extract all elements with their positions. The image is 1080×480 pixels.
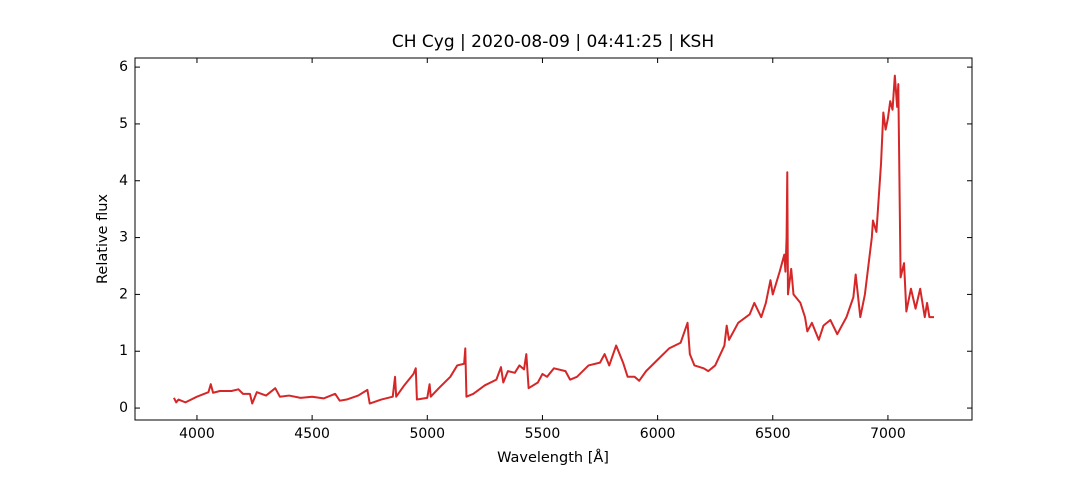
x-tick-label: 5500: [525, 426, 561, 442]
y-tick-label: 4: [119, 173, 128, 189]
x-axis-label: Wavelength [Å]: [497, 449, 609, 466]
spectrum-line: [173, 74, 934, 405]
y-tick-label: 3: [119, 230, 128, 246]
y-tick-label: 6: [119, 59, 128, 75]
x-tick-label: 4000: [179, 426, 215, 442]
x-tick-label: 6000: [640, 426, 676, 442]
plot-frame: [134, 57, 973, 421]
x-tick-label: 5000: [409, 426, 445, 442]
x-tick-label: 4500: [294, 426, 330, 442]
y-tick-label: 1: [119, 343, 128, 359]
y-axis-label: Relative flux: [95, 194, 111, 284]
y-tick-label: 0: [119, 400, 128, 416]
x-tick-label: 6500: [755, 426, 791, 442]
x-tick-label: 7000: [870, 426, 906, 442]
y-tick-label: 5: [119, 116, 128, 132]
y-tick-label: 2: [119, 286, 128, 302]
chart-title: CH Cyg | 2020-08-09 | 04:41:25 | KSH: [392, 32, 714, 52]
